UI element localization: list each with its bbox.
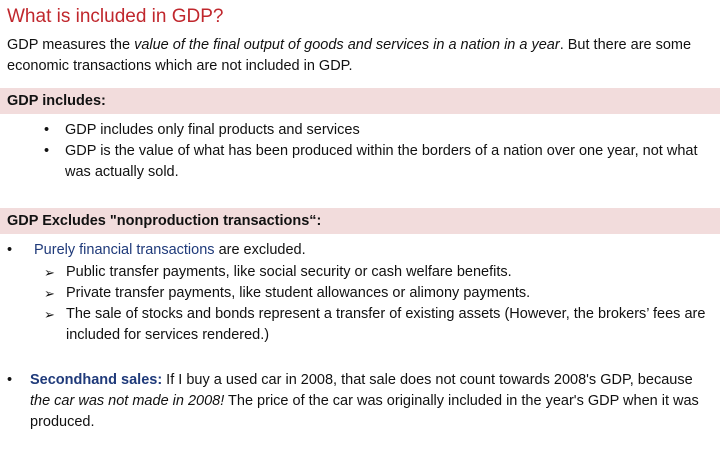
secondhand-sales-item: • Secondhand sales: If I buy a used car … [7, 370, 713, 433]
list-item-text: The sale of stocks and bonds represent a… [66, 306, 706, 343]
arrow-bullet-icon: ➢ [44, 265, 55, 280]
list-item: ➢ Private transfer payments, like student… [44, 283, 714, 304]
financial-sublist: ➢ Public transfer payments, like social s… [44, 262, 714, 346]
bullet-icon: • [7, 242, 13, 258]
list-item-text: Public transfer payments, like social se… [66, 264, 512, 280]
list-item-text: Private transfer payments, like student … [66, 285, 531, 301]
excludes-heading-band: GDP Excludes "nonproduction transactions… [0, 208, 720, 234]
arrow-bullet-icon: ➢ [44, 286, 55, 301]
intro-paragraph: GDP measures the value of the final outp… [7, 35, 713, 77]
excludes-heading: GDP Excludes "nonproduction transactions… [7, 213, 322, 229]
secondhand-italic: the car was not made in 2008! [30, 393, 225, 409]
intro-italic: value of the final output of goods and s… [134, 37, 560, 53]
includes-list: • GDP includes only final products and se… [44, 120, 714, 183]
financial-transactions-item: • Purely financial transactions are excl… [7, 240, 713, 261]
intro-text-2: . But there are some economic transactio… [7, 37, 692, 74]
arrow-bullet-icon: ➢ [44, 307, 55, 322]
bullet-icon: • [7, 372, 13, 388]
list-item: ➢ The sale of stocks and bonds represent … [44, 304, 714, 346]
bullet-icon: • [44, 122, 50, 138]
list-item: ➢ Public transfer payments, like social s… [44, 262, 714, 283]
secondhand-text-2: The price of the car was originally incl… [30, 393, 699, 430]
financial-term: Purely financial transactions [34, 242, 215, 258]
list-item: • GDP includes only final products and se… [44, 120, 714, 141]
secondhand-text-1: If I buy a used car in 2008, that sale d… [162, 372, 693, 388]
financial-rest: are excluded. [214, 242, 306, 258]
intro-text-1: GDP measures the [7, 37, 135, 53]
includes-heading-band: GDP includes: [0, 88, 720, 114]
slide-title: What is included in GDP? [7, 6, 224, 27]
secondhand-term: Secondhand sales: [30, 372, 163, 388]
list-item-text: GDP is the value of what has been produc… [65, 143, 698, 180]
includes-heading: GDP includes: [7, 93, 106, 109]
bullet-icon: • [44, 143, 50, 159]
list-item-text: GDP includes only final products and ser… [65, 122, 360, 138]
list-item: • GDP is the value of what has been produ… [44, 141, 714, 183]
